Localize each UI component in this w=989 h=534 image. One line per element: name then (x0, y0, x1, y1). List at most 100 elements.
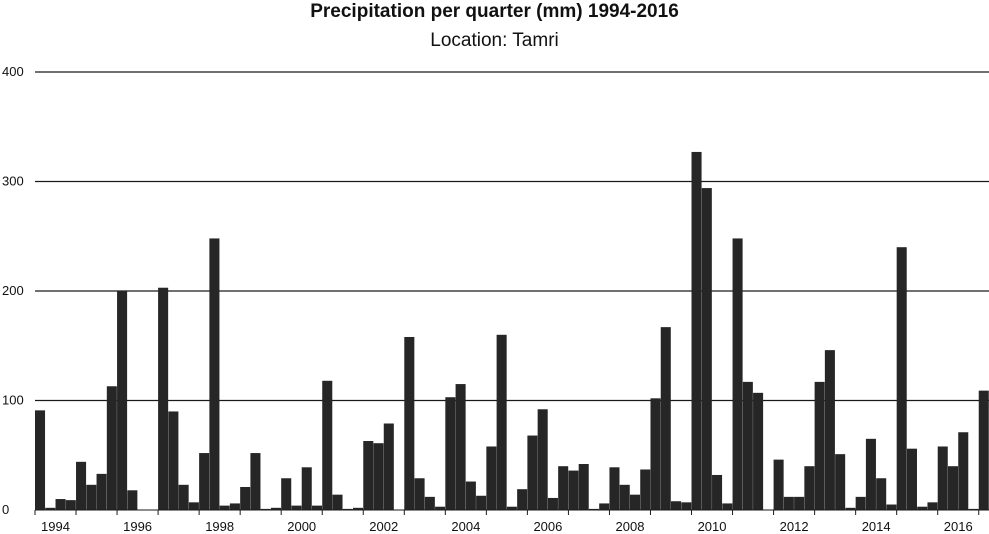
x-tick-labels: 1994 1996 1998 2000 2002 2004 2006 2008 2010 2012… (41, 519, 973, 534)
y-tick-label: 200 (2, 283, 24, 298)
x-tick-label: 2004 (451, 519, 480, 534)
bar (558, 466, 569, 510)
bar (35, 410, 46, 510)
bar (671, 501, 682, 510)
bar (773, 459, 784, 510)
bar (629, 494, 641, 510)
x-axis (34, 509, 989, 515)
x-tick-label: 2010 (698, 519, 727, 534)
bar (106, 386, 117, 510)
y-tick-label: 100 (2, 393, 24, 408)
bar (158, 287, 169, 510)
x-tick-label: 1996 (123, 519, 152, 534)
bar (55, 499, 66, 510)
bar (301, 467, 312, 510)
bar (96, 473, 107, 510)
bar (455, 384, 466, 510)
bar (876, 478, 887, 510)
bar (260, 508, 271, 510)
bar (527, 435, 538, 510)
bar (937, 446, 948, 510)
x-tick-label: 1998 (205, 519, 234, 534)
x-tick-label: 1994 (41, 519, 70, 534)
y-tick-label: 300 (2, 174, 24, 189)
bar (794, 496, 805, 510)
bar (947, 466, 959, 510)
bar (712, 474, 723, 510)
bar (588, 508, 599, 510)
bar (855, 496, 866, 510)
bar (178, 484, 189, 510)
bar (783, 496, 794, 510)
bar (701, 188, 712, 510)
bar (722, 503, 733, 510)
bar (958, 432, 969, 510)
bars (35, 151, 989, 510)
bar (270, 507, 281, 510)
bar (547, 497, 558, 510)
bar (311, 505, 323, 510)
bar (281, 478, 292, 510)
bar (609, 467, 620, 510)
bar (291, 505, 302, 510)
bar (517, 489, 528, 510)
bar (896, 247, 907, 510)
bar (732, 238, 743, 510)
bar (86, 484, 97, 510)
bar (568, 470, 579, 510)
y-tick-label: 0 (2, 502, 9, 517)
bar (168, 411, 179, 510)
bar (383, 423, 394, 510)
bar (496, 334, 507, 510)
bar (506, 506, 517, 510)
bar (363, 441, 374, 510)
bar (845, 507, 856, 510)
bar (886, 504, 897, 510)
bar (917, 506, 928, 510)
bar (640, 469, 651, 510)
x-tick-label: 2000 (287, 519, 316, 534)
bar (117, 291, 128, 510)
bar (824, 350, 835, 510)
bar (865, 438, 876, 510)
bar (373, 443, 384, 510)
bar (404, 336, 415, 510)
bar (486, 446, 497, 510)
bar (229, 503, 240, 510)
x-tick-label: 2016 (944, 519, 973, 534)
bar (804, 466, 815, 510)
bar (681, 502, 692, 510)
bar (435, 506, 446, 510)
bar (353, 507, 364, 510)
bar (332, 494, 343, 510)
bar (578, 464, 589, 510)
bar (445, 397, 456, 510)
bar (127, 490, 138, 510)
chart-subtitle: Location: Tamri (430, 30, 559, 51)
bar (76, 461, 87, 510)
bar (219, 505, 230, 510)
bar (968, 508, 979, 510)
x-tick-label: 2008 (616, 519, 645, 534)
bar (209, 238, 220, 510)
bar (660, 327, 671, 510)
bar (753, 392, 764, 510)
x-tick-label: 2002 (369, 519, 398, 534)
bar (835, 454, 846, 510)
gridlines (35, 71, 989, 402)
bar (65, 500, 76, 510)
bar (537, 409, 548, 510)
bar (906, 448, 917, 510)
bar (927, 502, 938, 510)
bar (240, 487, 251, 510)
bar (619, 484, 630, 510)
bar (414, 478, 425, 510)
bar (465, 481, 476, 510)
x-tick-label: 2006 (533, 519, 562, 534)
x-tick-label: 2014 (862, 519, 891, 534)
bar (691, 151, 702, 510)
bar (188, 502, 199, 510)
bar (250, 453, 261, 510)
bar (978, 390, 989, 510)
